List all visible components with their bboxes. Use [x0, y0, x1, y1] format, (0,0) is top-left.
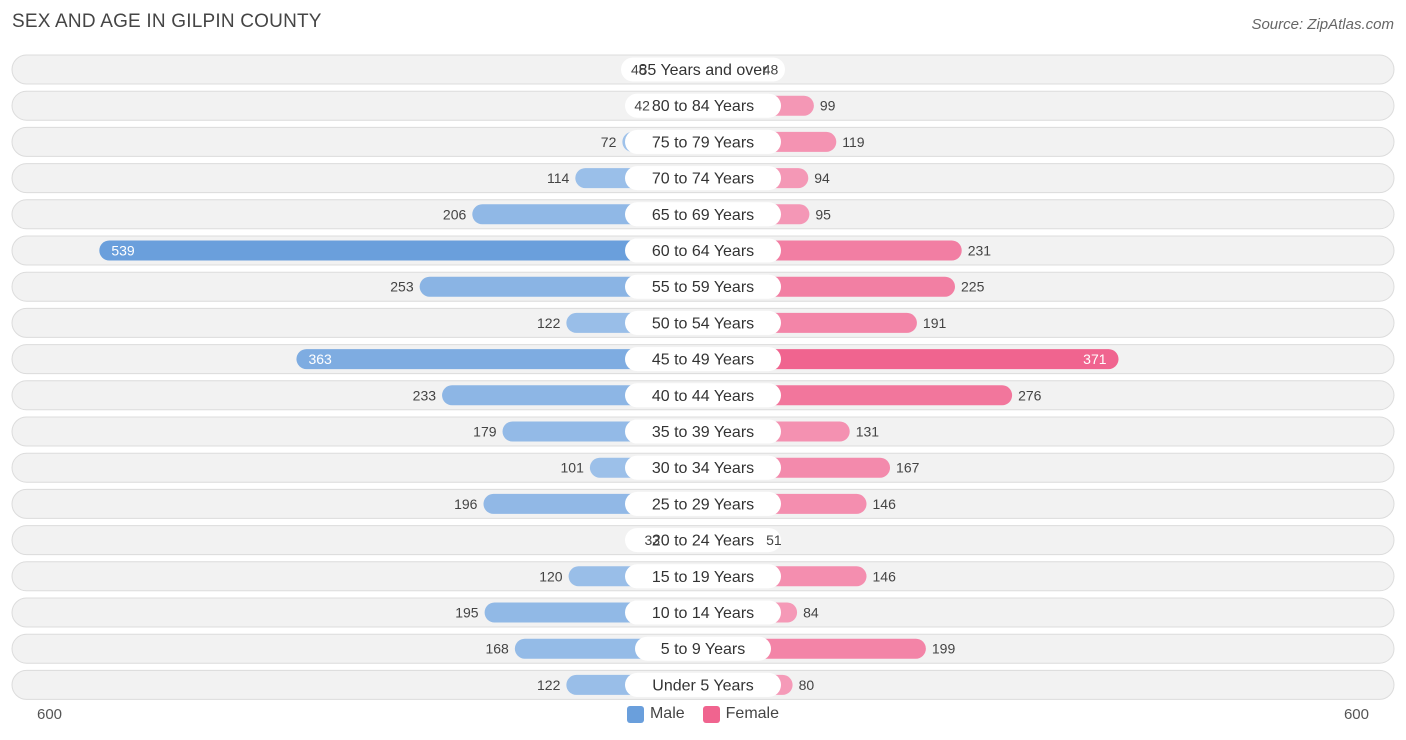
- male-value-label: 168: [485, 641, 509, 657]
- category-label: 20 to 24 Years: [652, 533, 754, 550]
- female-value-label: 131: [856, 424, 880, 440]
- male-bar: [99, 240, 715, 261]
- female-value-label: 119: [842, 134, 865, 150]
- female-bar: [691, 349, 1119, 370]
- category-pill: [621, 57, 785, 82]
- category-label: 25 to 29 Years: [652, 496, 754, 513]
- male-value-label: 363: [308, 351, 332, 367]
- male-value-label: 206: [443, 206, 467, 222]
- female-swatch: [702, 705, 720, 723]
- category-pill: [625, 274, 781, 299]
- female-value-label: 99: [820, 98, 836, 114]
- category-label: 70 to 74 Years: [652, 171, 754, 188]
- category-pill: [625, 455, 781, 480]
- female-value-label: 371: [1083, 351, 1107, 367]
- chart-title: SEX AND AGE IN GILPIN COUNTY: [12, 11, 322, 32]
- female-value-label: 191: [923, 315, 947, 331]
- source-label: Source: ZipAtlas.com: [1251, 16, 1394, 33]
- category-pill: [625, 419, 781, 444]
- male-value-label: 122: [537, 677, 561, 693]
- male-value-label: 196: [454, 496, 478, 512]
- category-label: 85 Years and over: [639, 62, 769, 79]
- category-label: 50 to 54 Years: [652, 315, 754, 332]
- category-label: 60 to 64 Years: [652, 243, 754, 260]
- category-label: 65 to 69 Years: [652, 207, 754, 224]
- female-value-label: 146: [873, 496, 897, 512]
- female-value-label: 84: [803, 605, 819, 621]
- male-bar: [296, 349, 715, 370]
- male-value-label: 195: [455, 605, 479, 621]
- male-value-label: 233: [413, 387, 437, 403]
- category-label: 35 to 39 Years: [652, 424, 754, 441]
- female-value-label: 51: [766, 532, 782, 548]
- axis-tick-left: 600: [37, 706, 63, 723]
- male-value-label: 539: [111, 243, 135, 259]
- category-pill: [625, 564, 781, 589]
- category-label: 15 to 19 Years: [652, 569, 754, 586]
- female-value-label: 167: [896, 460, 920, 476]
- category-label: 55 to 59 Years: [652, 279, 754, 296]
- female-value-label: 225: [961, 279, 985, 295]
- category-pill: [625, 238, 781, 263]
- male-value-label: 179: [473, 424, 497, 440]
- category-label: 80 to 84 Years: [652, 98, 754, 115]
- female-value-label: 231: [968, 243, 992, 259]
- category-label: 5 to 9 Years: [661, 641, 746, 658]
- female-value-label: 146: [873, 568, 897, 584]
- male-value-label: 122: [537, 315, 561, 331]
- female-value-label: 199: [932, 641, 956, 657]
- legend-item-male[interactable]: Male: [626, 705, 685, 723]
- legend-label-male: Male: [649, 705, 685, 722]
- legend: Male Female: [0, 705, 1406, 723]
- female-value-label: 80: [799, 677, 815, 693]
- male-value-label: 33: [644, 532, 660, 548]
- legend-label-female: Female: [725, 705, 780, 722]
- female-value-label: 94: [814, 170, 830, 186]
- male-value-label: 101: [561, 460, 585, 476]
- male-value-label: 42: [634, 98, 650, 114]
- axis-tick-right: 600: [1343, 706, 1369, 723]
- legend-item-female[interactable]: Female: [702, 705, 780, 723]
- category-pill: [625, 600, 781, 625]
- female-value-label: 48: [763, 62, 779, 78]
- male-value-label: 114: [547, 170, 570, 186]
- category-pill: [625, 310, 781, 335]
- female-value-label: 95: [815, 206, 831, 222]
- category-pill: [625, 93, 781, 118]
- category-pill: [625, 166, 781, 191]
- category-pill: [625, 672, 781, 697]
- male-value-label: 120: [539, 568, 563, 584]
- category-label: 40 to 44 Years: [652, 388, 754, 405]
- category-label: 45 to 49 Years: [652, 352, 754, 369]
- female-value-label: 276: [1018, 387, 1042, 403]
- male-value-label: 45: [631, 62, 647, 78]
- category-pill: [625, 202, 781, 227]
- category-pill: [625, 347, 781, 372]
- category-label: Under 5 Years: [652, 677, 753, 694]
- category-pill: [635, 636, 771, 661]
- category-pill: [625, 528, 781, 553]
- category-label: 30 to 34 Years: [652, 460, 754, 477]
- category-pill: [625, 491, 781, 516]
- category-label: 10 to 14 Years: [652, 605, 754, 622]
- male-value-label: 72: [601, 134, 617, 150]
- category-label: 75 to 79 Years: [652, 134, 754, 151]
- category-pill: [625, 129, 781, 154]
- male-value-label: 253: [390, 279, 414, 295]
- male-swatch: [626, 705, 644, 723]
- category-pill: [625, 383, 781, 408]
